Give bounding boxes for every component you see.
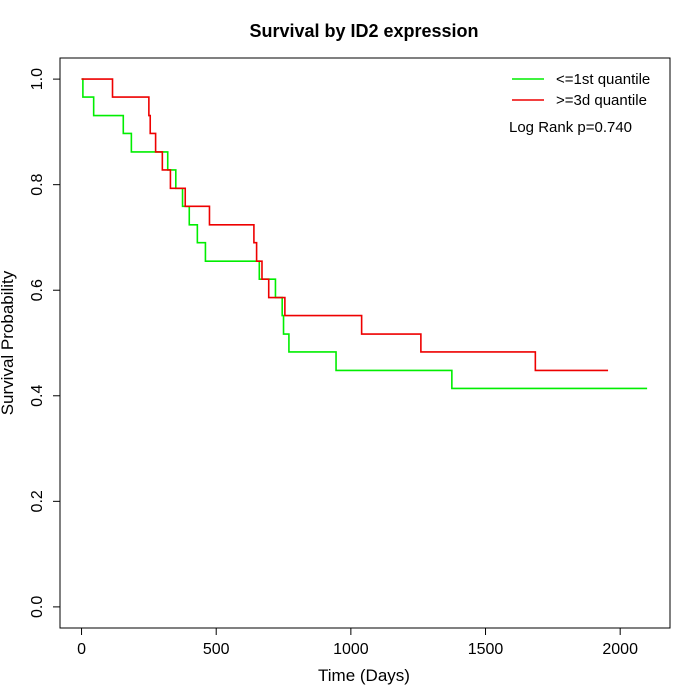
y-tick-label: 0.0 (29, 596, 46, 618)
x-axis: 0 500 1000 1500 2000 (77, 627, 638, 658)
series-layer (81, 78, 648, 390)
x-tick-label: 1500 (468, 641, 504, 658)
y-tick-label: 0.2 (29, 490, 46, 512)
series-line-0 (81, 78, 648, 390)
legend-label-0: <=1st quantile (556, 71, 650, 88)
x-axis-label: Time (Days) (318, 666, 410, 685)
y-tick-label: 0.4 (29, 385, 46, 407)
legend: <=1st quantile >=3d quantile (512, 71, 650, 109)
y-tick-label: 0.8 (29, 173, 46, 195)
legend-label-1: >=3d quantile (556, 92, 647, 109)
x-tick-label: 2000 (602, 641, 638, 658)
plot-frame (59, 57, 671, 629)
y-axis-label: Survival Probability (0, 270, 17, 415)
x-tick-label: 1000 (333, 641, 369, 658)
series-line-1 (81, 78, 609, 372)
y-tick-label: 0.6 (29, 279, 46, 301)
x-tick-label: 0 (77, 641, 86, 658)
y-tick-label: 1.0 (29, 68, 46, 90)
x-tick-label: 500 (203, 641, 230, 658)
y-axis: 0.0 0.2 0.4 0.6 0.8 1.0 (29, 68, 61, 618)
chart-title: Survival by ID2 expression (249, 21, 478, 41)
logrank-annotation: Log Rank p=0.740 (509, 119, 632, 136)
